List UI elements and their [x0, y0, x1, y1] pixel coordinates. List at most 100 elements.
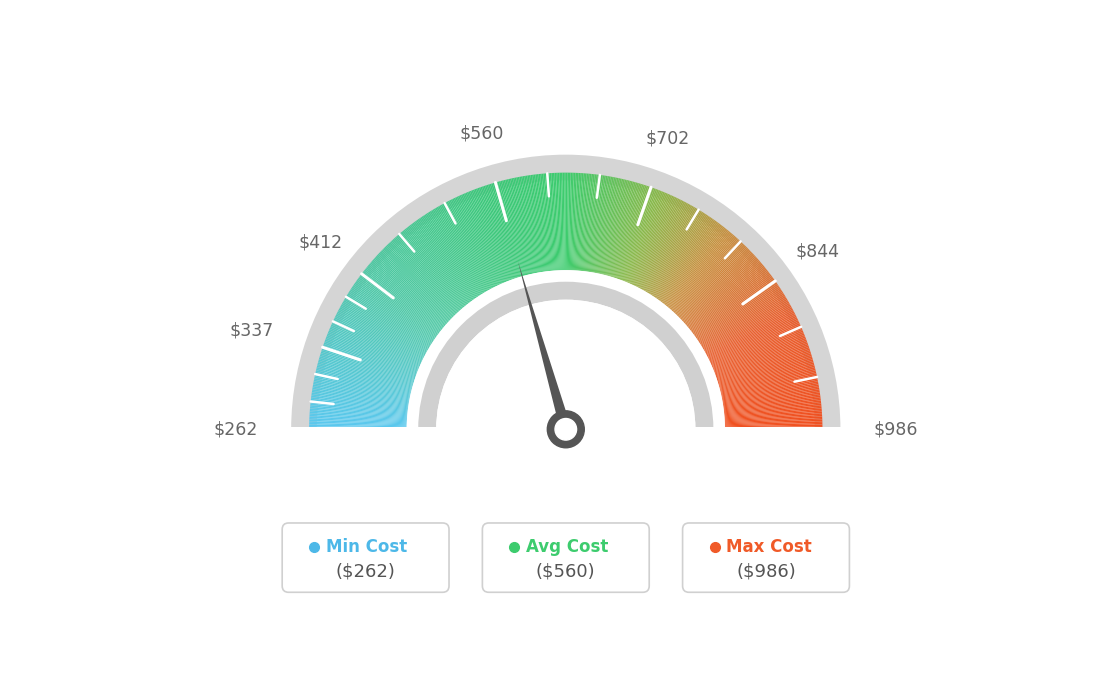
Wedge shape: [722, 380, 818, 400]
Wedge shape: [724, 413, 822, 420]
Wedge shape: [492, 183, 521, 277]
Text: $986: $986: [873, 420, 919, 438]
Wedge shape: [402, 230, 465, 306]
Wedge shape: [694, 277, 774, 336]
Wedge shape: [309, 426, 406, 428]
Wedge shape: [374, 257, 448, 324]
Wedge shape: [641, 204, 690, 290]
Wedge shape: [395, 237, 460, 310]
Wedge shape: [349, 290, 432, 344]
Wedge shape: [667, 232, 731, 307]
Wedge shape: [598, 178, 620, 274]
Wedge shape: [385, 246, 455, 316]
Wedge shape: [724, 415, 822, 422]
Wedge shape: [422, 216, 477, 297]
Wedge shape: [436, 299, 696, 429]
Wedge shape: [353, 284, 435, 340]
Wedge shape: [355, 281, 436, 338]
Wedge shape: [457, 197, 499, 285]
Wedge shape: [691, 270, 768, 332]
Wedge shape: [316, 370, 411, 393]
Wedge shape: [628, 193, 668, 284]
Wedge shape: [725, 424, 822, 427]
Wedge shape: [698, 286, 779, 342]
Wedge shape: [586, 175, 599, 272]
Wedge shape: [708, 314, 796, 359]
Wedge shape: [725, 428, 822, 429]
Wedge shape: [316, 372, 411, 395]
Wedge shape: [347, 295, 431, 346]
Wedge shape: [584, 175, 596, 271]
Wedge shape: [392, 239, 459, 312]
Wedge shape: [407, 226, 468, 304]
Wedge shape: [327, 333, 418, 371]
Wedge shape: [389, 242, 457, 314]
Wedge shape: [721, 370, 816, 393]
Wedge shape: [597, 178, 618, 273]
Wedge shape: [309, 415, 407, 422]
Wedge shape: [458, 196, 500, 285]
Wedge shape: [704, 304, 790, 353]
Wedge shape: [718, 355, 811, 384]
Wedge shape: [593, 177, 611, 273]
Wedge shape: [722, 377, 817, 397]
Wedge shape: [412, 223, 471, 302]
Wedge shape: [722, 384, 819, 402]
Wedge shape: [625, 191, 664, 282]
Wedge shape: [487, 185, 518, 278]
Wedge shape: [691, 272, 769, 333]
Wedge shape: [491, 184, 520, 277]
Wedge shape: [551, 173, 558, 270]
Wedge shape: [311, 397, 407, 411]
Text: $702: $702: [646, 130, 690, 148]
Wedge shape: [656, 218, 713, 299]
Wedge shape: [354, 282, 435, 339]
Wedge shape: [312, 386, 408, 404]
FancyBboxPatch shape: [283, 523, 449, 592]
Wedge shape: [690, 270, 767, 331]
Wedge shape: [704, 303, 790, 352]
Wedge shape: [360, 275, 439, 334]
Wedge shape: [698, 285, 779, 341]
Wedge shape: [644, 205, 692, 290]
Wedge shape: [569, 172, 572, 270]
Wedge shape: [616, 186, 648, 279]
FancyBboxPatch shape: [682, 523, 849, 592]
Wedge shape: [652, 215, 708, 297]
Wedge shape: [720, 362, 814, 388]
Wedge shape: [369, 263, 445, 327]
Wedge shape: [401, 232, 465, 307]
Wedge shape: [624, 190, 660, 282]
Text: $560: $560: [459, 124, 503, 142]
Wedge shape: [719, 361, 814, 388]
Wedge shape: [618, 187, 651, 279]
Wedge shape: [682, 254, 754, 321]
Wedge shape: [668, 233, 732, 308]
Wedge shape: [309, 418, 406, 423]
Wedge shape: [479, 187, 513, 279]
Wedge shape: [558, 172, 562, 270]
Wedge shape: [524, 176, 541, 273]
Wedge shape: [643, 204, 691, 290]
Wedge shape: [517, 177, 535, 273]
Wedge shape: [316, 368, 411, 393]
Wedge shape: [682, 255, 755, 322]
Wedge shape: [425, 213, 480, 296]
Wedge shape: [601, 179, 624, 274]
Wedge shape: [311, 394, 408, 408]
Wedge shape: [533, 175, 546, 271]
Wedge shape: [671, 237, 736, 310]
Wedge shape: [428, 212, 481, 295]
Wedge shape: [605, 181, 631, 275]
Wedge shape: [620, 188, 656, 280]
Wedge shape: [542, 174, 552, 271]
Wedge shape: [707, 308, 793, 355]
Wedge shape: [697, 282, 777, 339]
Circle shape: [555, 419, 576, 440]
Wedge shape: [664, 226, 724, 304]
Wedge shape: [321, 350, 414, 381]
Wedge shape: [553, 173, 559, 270]
Wedge shape: [650, 212, 703, 295]
Wedge shape: [604, 180, 628, 275]
Wedge shape: [309, 420, 406, 424]
